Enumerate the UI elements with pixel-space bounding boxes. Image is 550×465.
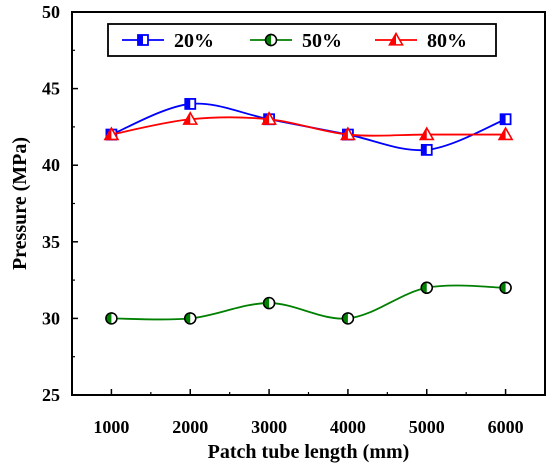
data-point-3 — [497, 126, 514, 141]
legend-label-3: 80% — [427, 30, 467, 52]
legend-label-1: 20% — [174, 30, 214, 52]
x-tick-label: 4000 — [330, 417, 366, 437]
data-point-1 — [420, 143, 433, 156]
data-point-3 — [182, 111, 199, 125]
y-tick-label: 40 — [42, 155, 60, 175]
data-point-3 — [340, 126, 356, 141]
plot-area-frame — [71, 11, 546, 396]
legend-marker-3 — [388, 31, 404, 46]
y-tick-label: 50 — [42, 2, 60, 22]
data-point-2 — [105, 312, 118, 325]
x-tick-label: 6000 — [488, 417, 524, 437]
x-tick-label: 5000 — [409, 417, 445, 437]
data-point-3 — [418, 126, 435, 141]
x-axis-title: Patch tube length (mm) — [208, 441, 410, 463]
y-tick-label: 45 — [42, 79, 60, 99]
series-line-2 — [111, 284, 506, 321]
data-point-3 — [103, 126, 120, 141]
data-point-2 — [499, 281, 512, 294]
legend-box — [107, 23, 497, 57]
data-point-3 — [261, 111, 277, 125]
legend-marker-2 — [264, 33, 278, 47]
y-tick-label: 30 — [42, 308, 60, 328]
data-point-2 — [184, 312, 197, 325]
data-point-2 — [341, 312, 355, 325]
x-tick-label: 1000 — [93, 417, 129, 437]
y-tick-label: 35 — [42, 232, 60, 252]
data-point-1 — [499, 113, 512, 126]
data-point-2 — [420, 281, 433, 294]
x-tick-label: 3000 — [251, 417, 287, 437]
data-point-2 — [262, 296, 276, 310]
legend-label-2: 50% — [302, 30, 342, 52]
legend-marker-1 — [137, 34, 149, 46]
series-line-3 — [111, 116, 506, 137]
x-tick-label: 2000 — [172, 417, 208, 437]
data-point-1 — [184, 98, 197, 110]
y-tick-label: 25 — [42, 385, 60, 405]
y-axis-title: Pressure (MPa) — [9, 137, 31, 270]
